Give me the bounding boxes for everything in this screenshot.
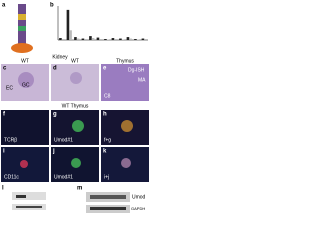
header: Kidney xyxy=(52,54,68,60)
bar xyxy=(141,38,145,40)
bar xyxy=(114,39,117,40)
label: f+g xyxy=(104,137,111,143)
panel-letter: i xyxy=(3,149,5,155)
band xyxy=(90,195,126,199)
bar xyxy=(74,37,77,40)
diagram-column xyxy=(18,4,26,44)
label: Umod xyxy=(132,194,146,200)
panel-letter: c xyxy=(3,66,7,72)
panel-letter: k xyxy=(103,149,107,155)
bar xyxy=(89,36,92,40)
bar xyxy=(69,30,72,40)
bar xyxy=(59,38,62,40)
header: WT xyxy=(71,58,79,64)
bar xyxy=(126,37,130,40)
panel-letter: j xyxy=(52,149,55,155)
panel-letter: m xyxy=(77,186,82,192)
label: i+j xyxy=(104,174,109,180)
bar xyxy=(111,38,115,40)
panel-letter: e xyxy=(103,66,107,72)
bar xyxy=(96,37,100,40)
figure: a b Kidney WT WT Thymus c d e GC EC Dg-I… xyxy=(1,3,149,213)
bar xyxy=(81,38,85,40)
label: CD11c xyxy=(4,174,19,180)
signal xyxy=(121,158,131,168)
label: MA xyxy=(138,77,146,83)
bar xyxy=(91,38,95,40)
bar xyxy=(119,38,122,40)
header: WT xyxy=(21,58,29,64)
band xyxy=(16,195,26,198)
diagram-cell xyxy=(11,43,33,53)
panel-letter: l xyxy=(2,186,4,192)
signal xyxy=(71,158,81,168)
label: TCRβ xyxy=(4,137,17,143)
panel-letter: g xyxy=(53,112,57,118)
diagram-band xyxy=(18,14,26,20)
micrograph xyxy=(1,110,49,145)
glomerulus xyxy=(70,72,82,84)
panel-letter: d xyxy=(53,66,57,72)
header: WT Thymus xyxy=(62,103,89,109)
label: EC xyxy=(6,85,13,91)
bar xyxy=(66,9,70,40)
bar xyxy=(144,39,147,40)
panel-letter: a xyxy=(2,3,6,9)
label: GAPDH xyxy=(131,206,145,211)
label: GC xyxy=(22,82,30,88)
panel-letter: b xyxy=(50,3,54,9)
blot xyxy=(12,192,46,200)
bar xyxy=(61,39,65,40)
glomerulus xyxy=(18,72,34,88)
signal xyxy=(20,160,28,168)
panel-letter: f xyxy=(3,112,6,118)
micrograph xyxy=(101,64,149,101)
bar xyxy=(76,38,80,40)
page: a b Kidney WT WT Thymus c d e GC EC Dg-I… xyxy=(0,0,150,218)
band xyxy=(90,207,126,210)
panel-letter: h xyxy=(103,112,107,118)
header: Thymus xyxy=(116,58,134,64)
bar xyxy=(99,39,102,40)
label: Umod#1 xyxy=(54,174,73,180)
bar xyxy=(104,39,107,40)
label: Dg-ISH xyxy=(128,67,145,73)
label: C8 xyxy=(104,93,111,99)
bar-chart xyxy=(57,6,148,41)
signal xyxy=(72,120,84,132)
bar xyxy=(134,39,137,40)
signal xyxy=(121,120,133,132)
bar xyxy=(84,39,87,40)
diagram-band xyxy=(18,26,26,31)
bar xyxy=(129,38,132,40)
label: Umod#1 xyxy=(54,137,73,143)
band xyxy=(16,206,42,208)
